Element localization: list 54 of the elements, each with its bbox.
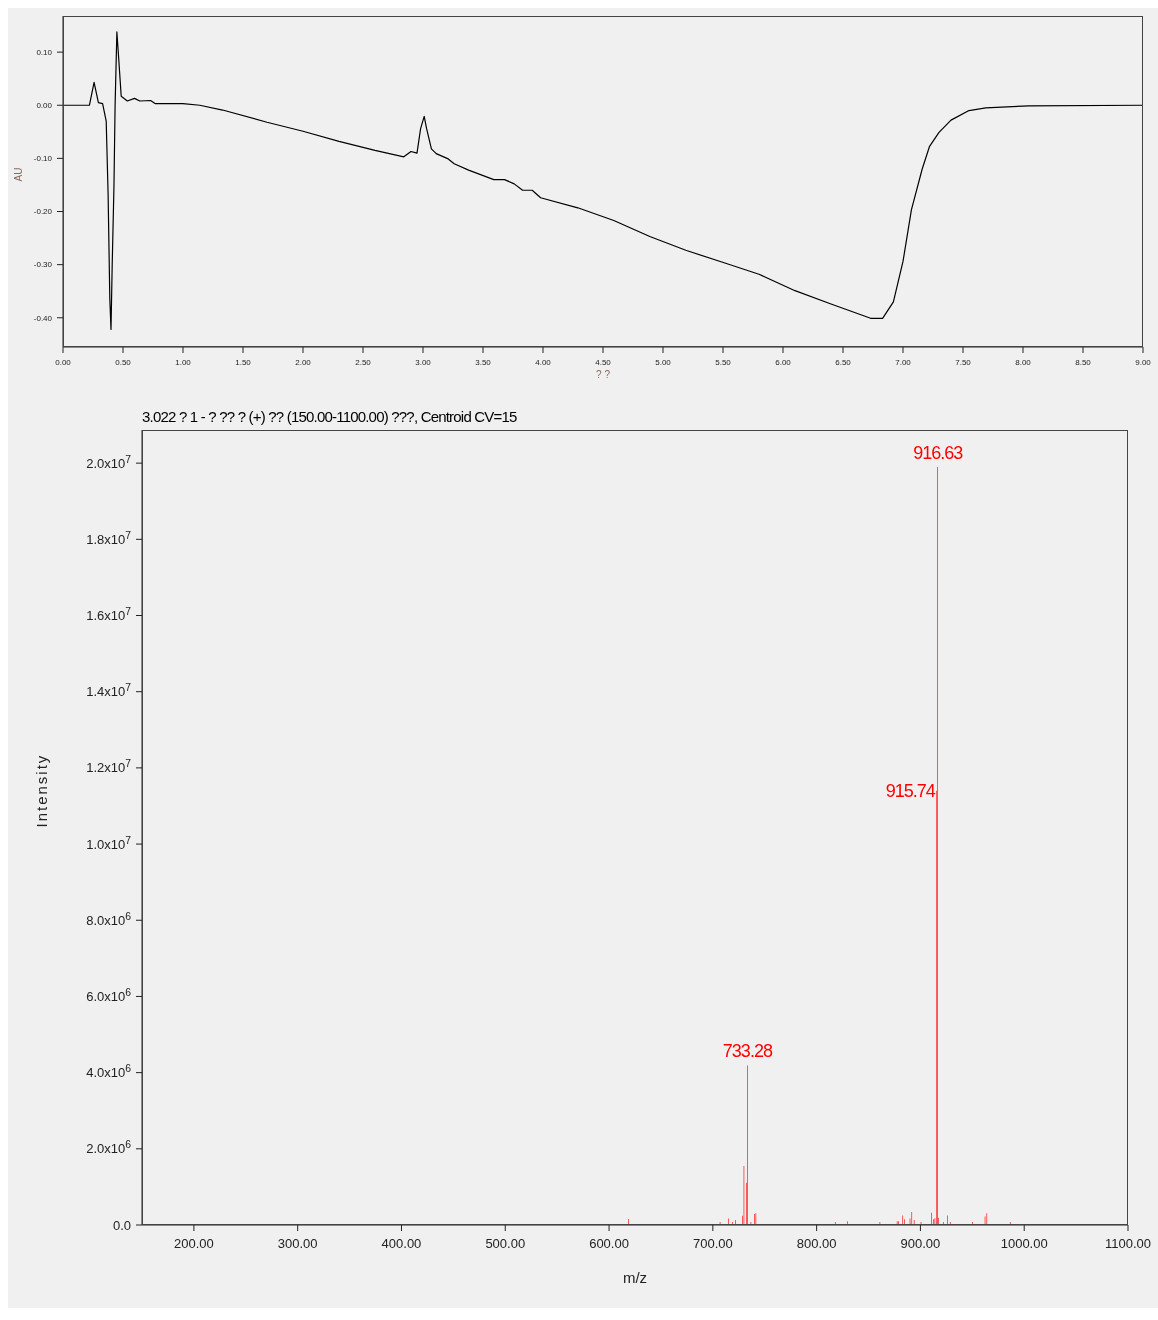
x-tick-label: 4.00 <box>535 358 552 367</box>
y-tick-label: 2.0x10$^{6}$ <box>86 1138 132 1157</box>
y-tick-label: 0.10 <box>36 47 53 57</box>
y-tick-label: 8.0x10$^{6}$ <box>86 910 132 928</box>
y-tick-label: 4.0x10$^{6}$ <box>86 1062 132 1081</box>
x-axis-title: m/z <box>622 1269 648 1286</box>
y-tick-label: -0.10 <box>33 154 53 164</box>
x-tick-label: 2.50 <box>355 358 372 367</box>
annotation: 916.63 <box>913 442 964 463</box>
x-tick-label: 2.00 <box>295 358 312 367</box>
x-tick-label: 800.00 <box>796 1236 837 1251</box>
x-tick-label: 1.50 <box>235 358 252 367</box>
x-tick-label: 400.00 <box>381 1236 422 1251</box>
y-tick-label: 1.2x10$^{7}$ <box>86 757 132 776</box>
x-tick-label: 0.00 <box>55 358 72 367</box>
x-tick-label: 5.00 <box>655 358 672 367</box>
x-tick-label: 300.00 <box>277 1236 318 1251</box>
x-tick-label: 6.00 <box>775 358 792 367</box>
y-tick-label: 1.4x10$^{7}$ <box>86 681 132 700</box>
x-tick-label: 6.50 <box>835 358 852 367</box>
x-tick-label: 200.00 <box>174 1236 214 1251</box>
y-axis-title: AU <box>12 167 24 182</box>
x-tick-label: 500.00 <box>485 1236 526 1251</box>
y-tick-label: 1.8x10$^{7}$ <box>86 529 132 547</box>
y-tick-label: 1.0x10$^{7}$ <box>86 834 132 852</box>
annotation: 915.74 <box>885 780 936 801</box>
y-tick-label: 1.6x10$^{7}$ <box>86 605 132 624</box>
x-tick-label: 600.00 <box>589 1236 629 1251</box>
x-tick-label: 3.50 <box>475 358 492 367</box>
y-tick-label: 6.0x10$^{6}$ <box>86 986 132 1004</box>
x-tick-label: 1100.00 <box>1104 1236 1152 1251</box>
y-tick-label: 0.00 <box>36 101 53 111</box>
x-tick-label: 5.50 <box>715 358 732 367</box>
x-tick-label: 1000.00 <box>1000 1236 1048 1251</box>
x-tick-label: 0.50 <box>115 358 132 367</box>
x-tick-label: 700.00 <box>692 1236 733 1251</box>
y-tick-label: 2.0x10$^{7}$ <box>86 453 132 471</box>
x-tick-label: 7.00 <box>895 358 912 367</box>
annotation: 733.28 <box>722 1041 773 1062</box>
x-axis-title: ? ? <box>596 369 611 380</box>
x-tick-label: 8.00 <box>1015 358 1032 367</box>
x-tick-label: 9.00 <box>1135 358 1152 367</box>
y-tick-label: 0.0 <box>112 1217 131 1233</box>
y-tick-label: -0.40 <box>33 313 53 323</box>
chart-title: 3.022 ? 1 - ? ?? ? (+) ?? (150.00-1100.00) ???, Centroid CV=15 <box>142 408 517 425</box>
x-tick-label: 8.50 <box>1075 358 1092 367</box>
x-tick-label: 1.00 <box>175 358 192 367</box>
x-tick-label: 900.00 <box>900 1236 941 1251</box>
y-tick-label: -0.30 <box>33 260 53 270</box>
y-tick-label: -0.20 <box>33 207 53 217</box>
x-tick-label: 4.50 <box>595 358 612 367</box>
x-tick-label: 7.50 <box>955 358 972 367</box>
x-tick-label: 3.00 <box>415 358 432 367</box>
y-axis-title: Intensity <box>33 753 51 828</box>
